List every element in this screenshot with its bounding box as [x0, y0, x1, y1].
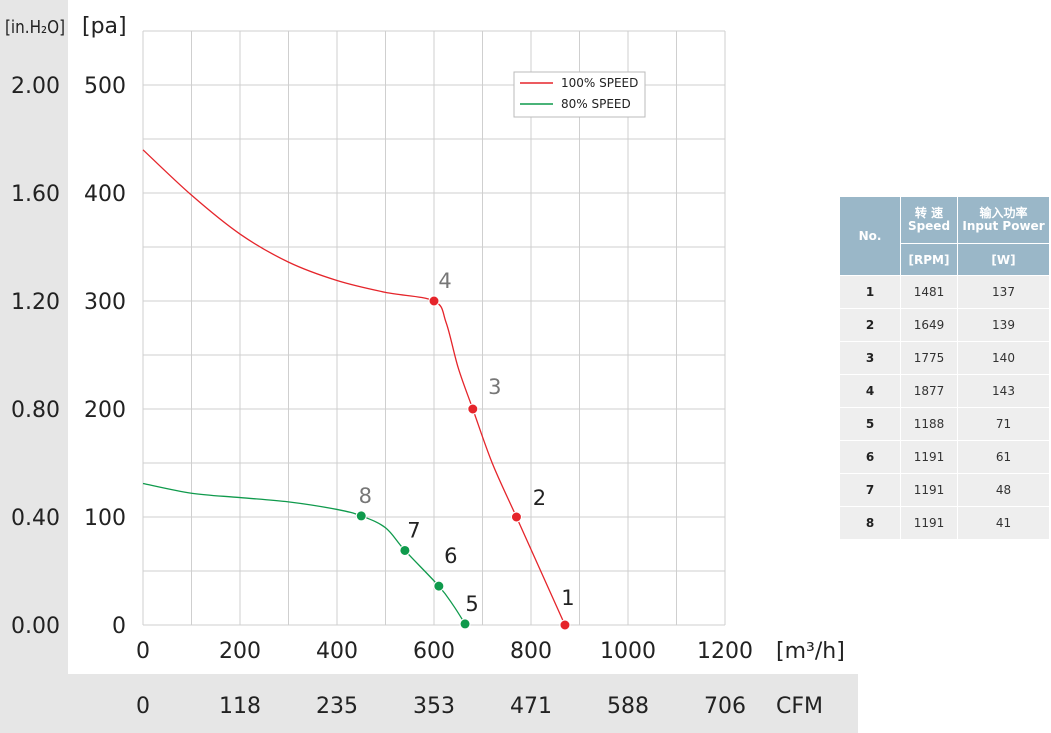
y-tick-pa: 0 — [112, 614, 126, 639]
x-tick-m3h: 800 — [510, 639, 552, 664]
y-tick-inh2o: 2.00 — [11, 74, 60, 99]
data-point — [510, 511, 522, 523]
header-power: 输入功率 Input Power — [957, 196, 1050, 244]
data-point-label: 1 — [561, 586, 574, 610]
header-power-unit: [W] — [957, 243, 1050, 276]
y-tick-inh2o: 1.20 — [11, 290, 60, 315]
x-tick-cfm: 353 — [413, 694, 455, 719]
header-speed-en: Speed — [907, 219, 951, 233]
header-speed-unit: [RPM] — [900, 243, 958, 276]
cell-power: 48 — [957, 473, 1050, 507]
cell-speed: 1191 — [900, 440, 958, 474]
x-axis-unit-cfm: CFM — [776, 694, 823, 719]
cell-speed: 1649 — [900, 308, 958, 342]
y-tick-pa: 200 — [84, 398, 126, 423]
table-row: 1 1481 137 — [839, 275, 1050, 309]
header-power-cn: 输入功率 — [979, 206, 1028, 220]
cell-no: 7 — [839, 473, 901, 507]
x-tick-cfm: 588 — [607, 694, 649, 719]
table-row: 8 1191 41 — [839, 506, 1050, 540]
x-tick-m3h: 1000 — [600, 639, 656, 664]
legend-label: 100% SPEED — [561, 76, 638, 90]
table-row: 6 1191 61 — [839, 440, 1050, 474]
legend-box — [513, 71, 646, 118]
y-tick-inh2o: 1.60 — [11, 182, 60, 207]
data-point-label: 4 — [438, 269, 451, 293]
header-no: No. — [839, 196, 901, 276]
cell-power: 139 — [957, 308, 1050, 342]
y-tick-inh2o: 0.80 — [11, 398, 60, 423]
cell-speed: 1481 — [900, 275, 958, 309]
data-point — [467, 403, 479, 415]
table-row: 4 1877 143 — [839, 374, 1050, 408]
x-tick-cfm: 471 — [510, 694, 552, 719]
performance-table: No. 转 速 Speed 输入功率 Input Power [RPM] [W]… — [839, 196, 1050, 540]
x-tick-cfm: 235 — [316, 694, 358, 719]
table-row: 2 1649 139 — [839, 308, 1050, 342]
data-point-label: 3 — [488, 375, 501, 399]
cell-no: 4 — [839, 374, 901, 408]
cell-speed: 1775 — [900, 341, 958, 375]
data-point — [433, 580, 445, 592]
legend-label: 80% SPEED — [561, 97, 631, 111]
y-axis-unit-inh2o: [in.H₂O] — [5, 17, 65, 38]
left-axis-band — [0, 0, 68, 733]
cell-power: 140 — [957, 341, 1050, 375]
data-point-label: 8 — [359, 484, 372, 508]
cell-power: 143 — [957, 374, 1050, 408]
data-point — [559, 619, 571, 631]
data-point-label: 6 — [444, 544, 457, 568]
x-axis-unit-m3h: [m³/h] — [776, 639, 845, 664]
header-power-en: Input Power — [962, 219, 1045, 233]
y-tick-pa: 400 — [84, 182, 126, 207]
data-point-label: 2 — [533, 486, 546, 510]
data-point-label: 5 — [465, 592, 478, 616]
data-point — [399, 544, 411, 556]
x-tick-m3h: 400 — [316, 639, 358, 664]
data-point-label: 7 — [407, 518, 420, 542]
table-row: 3 1775 140 — [839, 341, 1050, 375]
y-tick-inh2o: 0.40 — [11, 506, 60, 531]
cell-speed: 1191 — [900, 506, 958, 540]
y-axis-unit-pa: [pa] — [82, 14, 127, 39]
x-tick-m3h: 1200 — [697, 639, 753, 664]
cell-no: 5 — [839, 407, 901, 441]
cell-speed: 1191 — [900, 473, 958, 507]
data-point — [355, 510, 367, 522]
x-tick-cfm: 706 — [704, 694, 746, 719]
x-tick-m3h: 0 — [136, 639, 150, 664]
cell-speed: 1877 — [900, 374, 958, 408]
cell-power: 41 — [957, 506, 1050, 540]
table-row: 7 1191 48 — [839, 473, 1050, 507]
x-tick-cfm: 118 — [219, 694, 261, 719]
x-tick-cfm: 0 — [136, 694, 150, 719]
data-point — [459, 618, 471, 630]
cell-power: 137 — [957, 275, 1050, 309]
y-tick-pa: 100 — [84, 506, 126, 531]
bottom-axis-band — [68, 674, 858, 733]
cell-power: 71 — [957, 407, 1050, 441]
y-tick-inh2o: 0.00 — [11, 614, 60, 639]
cell-no: 1 — [839, 275, 901, 309]
data-point — [428, 295, 440, 307]
table-row: 5 1188 71 — [839, 407, 1050, 441]
cell-no: 2 — [839, 308, 901, 342]
cell-no: 6 — [839, 440, 901, 474]
y-tick-pa: 500 — [84, 74, 126, 99]
cell-speed: 1188 — [900, 407, 958, 441]
x-tick-m3h: 200 — [219, 639, 261, 664]
series-line — [142, 149, 566, 626]
cell-no: 3 — [839, 341, 901, 375]
x-tick-m3h: 600 — [413, 639, 455, 664]
header-speed: 转 速 Speed — [900, 196, 958, 244]
y-tick-pa: 300 — [84, 290, 126, 315]
header-speed-cn: 转 速 — [914, 206, 944, 220]
cell-power: 61 — [957, 440, 1050, 474]
cell-no: 8 — [839, 506, 901, 540]
